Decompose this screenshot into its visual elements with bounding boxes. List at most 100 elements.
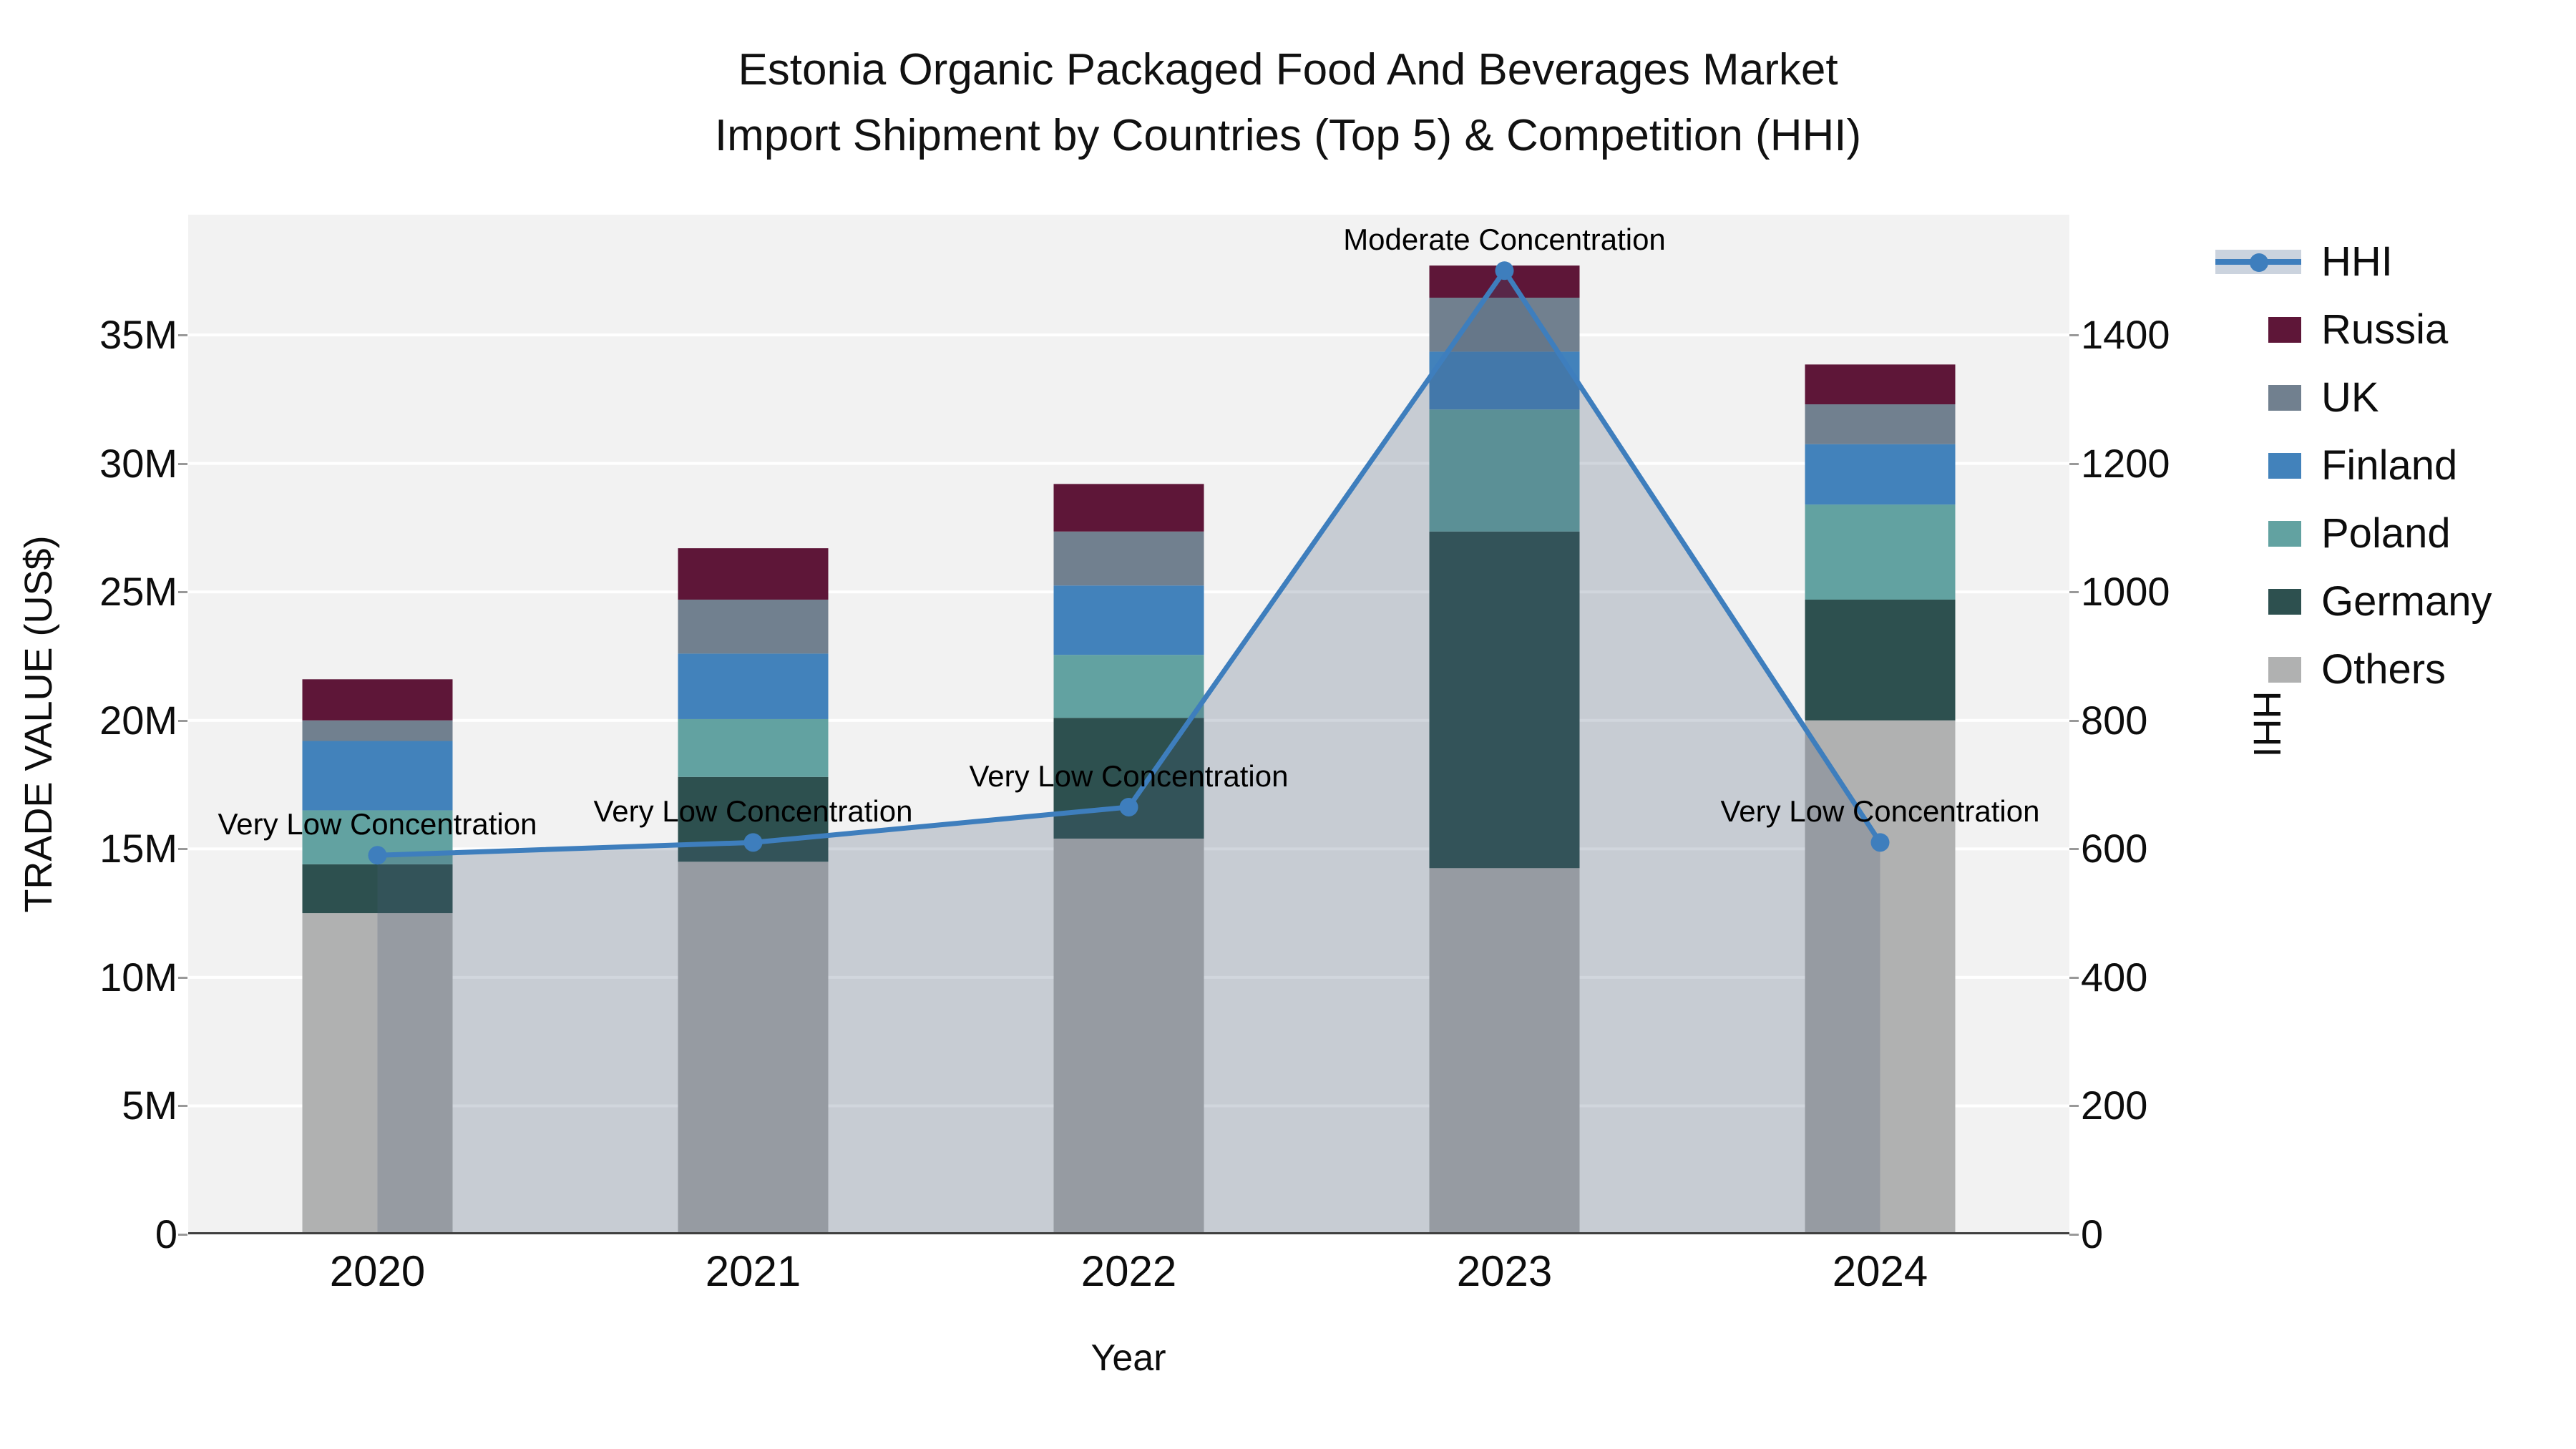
bar-segment-finland-2023[interactable]: [1429, 351, 1580, 410]
legend-swatch-russia: [2268, 316, 2301, 343]
annotation-2023: Moderate Concentration: [1343, 223, 1666, 257]
bar-segment-germany-2024[interactable]: [1805, 599, 1956, 721]
y-right-tick-mark: [2069, 591, 2079, 594]
gridline: [188, 462, 2069, 465]
x-tick-label-2020: 2020: [329, 1247, 426, 1295]
x-axis-line: [188, 1232, 2069, 1234]
y-right-tick-label: 800: [2081, 697, 2148, 743]
legend-item-finland[interactable]: Finland: [2268, 431, 2492, 499]
bar-segment-uk-2024[interactable]: [1805, 404, 1956, 444]
y-left-tick-label: 25M: [99, 569, 177, 615]
bar-segment-russia-2020[interactable]: [302, 679, 453, 721]
bar-segment-finland-2022[interactable]: [1053, 585, 1204, 655]
y-right-tick-label: 0: [2081, 1211, 2104, 1257]
bar-segment-finland-2020[interactable]: [302, 741, 453, 811]
legend-label-hhi: HHI: [2321, 238, 2393, 285]
y-left-tick-label: 10M: [99, 954, 177, 1000]
y-axis-left-title: TRADE VALUE (US$): [17, 535, 60, 913]
y-left-tick-mark: [178, 1234, 187, 1236]
x-tick-label-2022: 2022: [1080, 1247, 1177, 1295]
y-right-tick-mark: [2069, 976, 2079, 979]
gridline: [188, 333, 2069, 337]
chart-title-line2: Import Shipment by Countries (Top 5) & C…: [714, 111, 1862, 160]
y-left-tick-mark: [178, 719, 187, 722]
legend: HHI Russia UK Finland Poland Germany Others: [2215, 228, 2492, 703]
legend-swatch-poland: [2268, 520, 2301, 547]
bar-segment-others-2023[interactable]: [1429, 868, 1580, 1234]
hhi-marker-2023[interactable]: [1495, 261, 1514, 280]
hhi-marker-2020[interactable]: [368, 846, 387, 865]
legend-label-uk: UK: [2321, 374, 2379, 421]
hhi-marker-2024[interactable]: [1870, 833, 1890, 852]
y-right-tick-label: 1400: [2081, 312, 2170, 358]
bar-segment-uk-2020[interactable]: [302, 720, 453, 741]
x-tick-label-2023: 2023: [1456, 1247, 1553, 1295]
legend-item-germany[interactable]: Germany: [2268, 567, 2492, 635]
chart-title-line1: Estonia Organic Packaged Food And Bevera…: [738, 45, 1838, 94]
bar-segment-poland-2021[interactable]: [678, 718, 829, 777]
annotation-2020: Very Low Concentration: [218, 807, 537, 841]
bar-segment-finland-2021[interactable]: [678, 653, 829, 719]
legend-item-russia[interactable]: Russia: [2268, 296, 2492, 364]
chart-canvas: [188, 261, 2069, 1234]
x-axis-title: Year: [1091, 1337, 1166, 1379]
x-tick-label-2024: 2024: [1832, 1247, 1928, 1295]
bar-segment-russia-2022[interactable]: [1053, 484, 1204, 532]
bar-segment-germany-2023[interactable]: [1429, 531, 1580, 869]
bar-segment-uk-2021[interactable]: [678, 599, 829, 654]
y-left-tick-label: 15M: [99, 826, 177, 872]
y-left-tick-mark: [178, 976, 187, 979]
y-left-tick-label: 0: [155, 1211, 177, 1257]
legend-label-finland: Finland: [2321, 442, 2458, 489]
y-left-tick-label: 5M: [122, 1083, 177, 1128]
legend-label-germany: Germany: [2321, 578, 2492, 625]
y-left-tick-label: 20M: [99, 697, 177, 743]
legend-swatch-germany: [2268, 588, 2301, 615]
y-left-tick-label: 35M: [99, 312, 177, 358]
y-left-tick-mark: [178, 334, 187, 337]
legend-item-poland[interactable]: Poland: [2268, 499, 2492, 567]
bar-segment-others-2024[interactable]: [1805, 720, 1956, 1234]
y-right-tick-label: 200: [2081, 1083, 2148, 1128]
y-right-tick-label: 600: [2081, 826, 2148, 872]
y-right-tick-mark: [2069, 1234, 2079, 1236]
legend-item-uk[interactable]: UK: [2268, 364, 2492, 431]
legend-item-hhi[interactable]: HHI: [2215, 228, 2492, 296]
y-right-tick-mark: [2069, 848, 2079, 851]
bar-segment-uk-2022[interactable]: [1053, 531, 1204, 586]
legend-label-russia: Russia: [2321, 306, 2449, 353]
hhi-legend-symbol: [2215, 249, 2301, 274]
y-right-tick-mark: [2069, 334, 2079, 337]
annotation-2022: Very Low Concentration: [969, 758, 1289, 793]
bar-segment-poland-2024[interactable]: [1805, 504, 1956, 600]
legend-item-others[interactable]: Others: [2268, 635, 2492, 703]
y-right-tick-label: 1000: [2081, 569, 2170, 615]
y-left-tick-mark: [178, 848, 187, 851]
bar-segment-others-2021[interactable]: [678, 862, 829, 1234]
y-left-tick-mark: [178, 591, 187, 594]
x-tick-label-2021: 2021: [705, 1247, 801, 1295]
annotation-2021: Very Low Concentration: [593, 794, 913, 829]
chart-title: Estonia Organic Packaged Food And Bevera…: [0, 37, 2576, 169]
bar-segment-finland-2024[interactable]: [1805, 444, 1956, 505]
bar-segment-poland-2022[interactable]: [1053, 655, 1204, 718]
y-right-tick-label: 1200: [2081, 440, 2170, 486]
hhi-area-fill: [377, 270, 1880, 1234]
hhi-marker-2022[interactable]: [1119, 797, 1138, 816]
y-left-tick-mark: [178, 1105, 187, 1108]
legend-swatch-finland: [2268, 452, 2301, 479]
bar-segment-russia-2024[interactable]: [1805, 364, 1956, 405]
y-right-tick-mark: [2069, 462, 2079, 465]
legend-swatch-others: [2268, 656, 2301, 683]
bar-segment-germany-2020[interactable]: [302, 864, 453, 914]
hhi-marker-2021[interactable]: [743, 833, 763, 852]
annotation-2024: Very Low Concentration: [1720, 794, 2040, 829]
bar-segment-poland-2023[interactable]: [1429, 409, 1580, 532]
legend-swatch-uk: [2268, 384, 2301, 411]
bar-segment-others-2022[interactable]: [1053, 838, 1204, 1234]
bar-segment-others-2020[interactable]: [302, 913, 453, 1234]
legend-label-poland: Poland: [2321, 510, 2451, 557]
legend-label-others: Others: [2321, 646, 2446, 693]
bar-segment-russia-2021[interactable]: [678, 548, 829, 600]
